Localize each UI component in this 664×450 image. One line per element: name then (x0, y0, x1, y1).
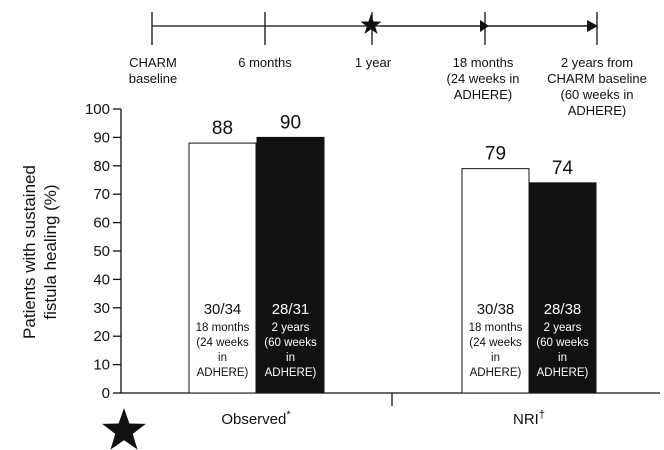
bar-sublabel-line: in (558, 352, 567, 364)
arrow-head-18-months (480, 20, 489, 32)
y-tick-label-10: 10 (93, 357, 110, 374)
y-tick-label-40: 40 (93, 271, 110, 288)
y-axis-title: Patients with sustained fistula healing (… (20, 165, 60, 339)
y-axis-title-line: fistula healing (%) (41, 184, 60, 319)
timeline-star-icon (360, 14, 382, 34)
y-axis: 0 10 20 30 40 50 60 70 80 90 100 (85, 101, 122, 402)
bars: 88 30/34 18 months (24 weeks in ADHERE) 90 28/3… (188, 112, 597, 394)
bar-sublabel-line: 2 years (272, 322, 310, 334)
bar-sublabel-line: in (491, 352, 500, 364)
value-label-0-1: 90 (280, 112, 301, 133)
timeline-label-line: (24 weeks in (447, 71, 520, 86)
timeline-label-charm-baseline: CHARM baseline (129, 55, 177, 86)
category-label-text: Observed (221, 411, 286, 428)
count-label-0-1: 28/31 (272, 301, 310, 318)
value-label-1-0: 79 (485, 144, 506, 165)
bar-1-1 (528, 182, 597, 394)
y-tick-label-50: 50 (93, 243, 110, 260)
x-axis: Observed* NRI† (121, 392, 660, 428)
bar-sublabel-line: in (218, 352, 227, 364)
bar-sublabel-line: ADHERE) (197, 367, 249, 379)
category-label-superscript: * (286, 409, 291, 421)
timeline-label-line: CHARM baseline (547, 71, 647, 86)
timeline-label-line: ADHERE) (454, 87, 513, 102)
bar-1-0 (461, 168, 530, 394)
bar-sublabel-line: 18 months (196, 322, 250, 334)
category-label-0: Observed* (221, 409, 291, 428)
timeline-label-line: 18 months (453, 55, 514, 70)
timeline-label-line: baseline (129, 71, 177, 86)
bar-sublabel-line: ADHERE) (537, 367, 589, 379)
timeline-label-2-years: 2 years from CHARM baseline (60 weeks in AD… (547, 55, 647, 118)
bar-0-0 (188, 142, 257, 394)
y-tick-label-90: 90 (93, 129, 110, 146)
category-label-superscript: † (539, 409, 545, 421)
timeline-label-18-months: 18 months (24 weeks in ADHERE) (447, 55, 520, 102)
timeline-label-line: 2 years from (561, 55, 633, 70)
y-tick-label-60: 60 (93, 215, 110, 232)
y-tick-label-30: 30 (93, 300, 110, 317)
bar-sublabel-line: in (286, 352, 295, 364)
bar-sublabel-0-1: 2 years (60 weeks in ADHERE) (264, 322, 317, 379)
value-label-1-1: 74 (552, 158, 574, 179)
bar-sublabel-0-0: 18 months (24 weeks in ADHERE) (196, 322, 250, 379)
bar-sublabel-line: (24 weeks (469, 337, 522, 349)
count-label-0-0: 30/34 (204, 301, 242, 318)
legend-star-icon (102, 408, 146, 450)
timeline-label-6-months: 6 months (238, 55, 292, 70)
timeline-label-line: ADHERE) (568, 103, 627, 118)
y-tick-label-70: 70 (93, 186, 110, 203)
timeline-label-line: CHARM (129, 55, 177, 70)
bar-sublabel-line: (60 weeks (264, 337, 317, 349)
bar-sublabel-line: 18 months (469, 322, 523, 334)
y-tick-label-20: 20 (93, 328, 110, 345)
timeline-label-line: 6 months (238, 55, 292, 70)
timeline-label-line: (60 weeks in (561, 87, 634, 102)
bar-sublabel-line: ADHERE) (470, 367, 522, 379)
y-axis-title-line: Patients with sustained (20, 165, 39, 339)
bar-sublabel-line: (60 weeks (536, 337, 589, 349)
legend-star (102, 408, 146, 450)
timeline: CHARM baseline 6 months 1 year 18 months (24 … (129, 12, 647, 118)
bar-sublabel-1-1: 2 years (60 weeks in ADHERE) (536, 322, 589, 379)
y-axis-label: Patients with sustained fistula healing (… (20, 165, 60, 339)
y-tick-label-80: 80 (93, 158, 110, 175)
bar-sublabel-line: (24 weeks (196, 337, 249, 349)
bar-sublabel-line: 2 years (544, 322, 582, 334)
arrow-head-2-years (587, 20, 598, 32)
category-label-1: NRI† (513, 409, 545, 428)
count-label-1-0: 30/38 (477, 301, 515, 318)
bar-0-1 (256, 136, 325, 394)
y-tick-label-100: 100 (85, 101, 110, 118)
count-label-1-1: 28/38 (544, 301, 582, 318)
timeline-label-line: 1 year (355, 55, 392, 70)
timeline-label-1-year: 1 year (355, 55, 392, 70)
y-tick-label-0: 0 (102, 385, 110, 402)
bar-sublabel-line: ADHERE) (265, 367, 317, 379)
value-label-0-0: 88 (212, 118, 233, 139)
bar-sublabel-1-0: 18 months (24 weeks in ADHERE) (469, 322, 523, 379)
category-label-text: NRI (513, 411, 539, 428)
